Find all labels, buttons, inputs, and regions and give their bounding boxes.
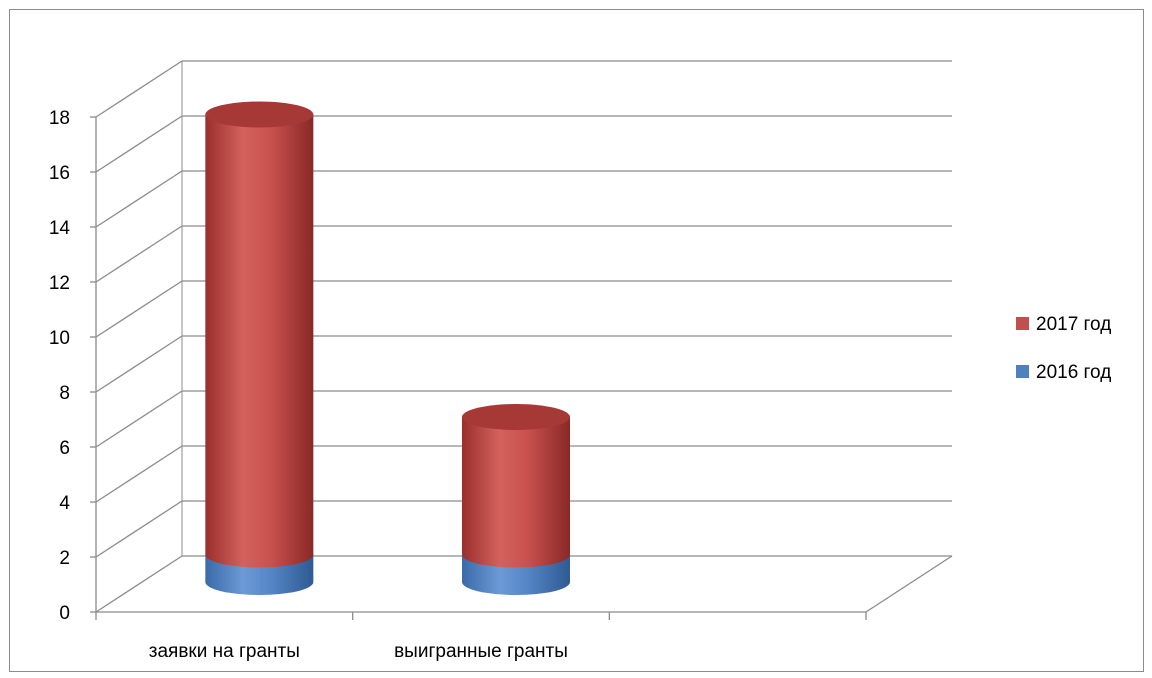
y-tick-label: 6	[59, 438, 70, 459]
gridline-side	[95, 60, 183, 118]
legend-label: 2016 год	[1036, 362, 1111, 383]
gridline-side	[95, 555, 183, 613]
gridline-side	[95, 390, 183, 448]
x-category-label: выигранные гранты	[394, 641, 568, 662]
bar-segment	[205, 114, 314, 568]
gridline-side	[95, 280, 183, 338]
gridline-side	[95, 335, 183, 393]
bar-top	[462, 404, 570, 430]
axis-layer	[90, 116, 953, 620]
gridline-side	[95, 225, 183, 283]
y-tick-label: 10	[49, 328, 70, 349]
y-tick-label: 4	[59, 493, 70, 514]
y-tick-label: 8	[59, 383, 70, 404]
legend-swatch	[1016, 365, 1029, 378]
gridline-side	[95, 445, 183, 503]
y-tick-label: 2	[59, 548, 70, 569]
x-category-label: заявки на гранты	[149, 641, 300, 662]
labels-layer: 0 2 4 6 8 10 12 14 16 18 заявки на гранты выигранны…	[49, 108, 568, 662]
floor-edge	[865, 555, 953, 613]
legend: 2017 год 2016 год	[1016, 314, 1111, 383]
bar-top	[205, 101, 314, 128]
y-tick-label: 14	[49, 218, 71, 239]
legend-label: 2017 год	[1036, 314, 1111, 335]
chart-frame	[9, 9, 1144, 672]
y-tick-label: 18	[49, 108, 70, 129]
bar-segment	[462, 417, 570, 568]
y-tick-label: 12	[49, 273, 70, 294]
gridline-side	[95, 115, 183, 173]
y-tick-label: 16	[49, 163, 70, 184]
bars-layer	[205, 101, 570, 595]
gridline-side	[95, 500, 183, 558]
y-tick-label: 0	[59, 603, 70, 624]
legend-swatch	[1016, 317, 1029, 330]
gridline-side	[95, 170, 183, 228]
